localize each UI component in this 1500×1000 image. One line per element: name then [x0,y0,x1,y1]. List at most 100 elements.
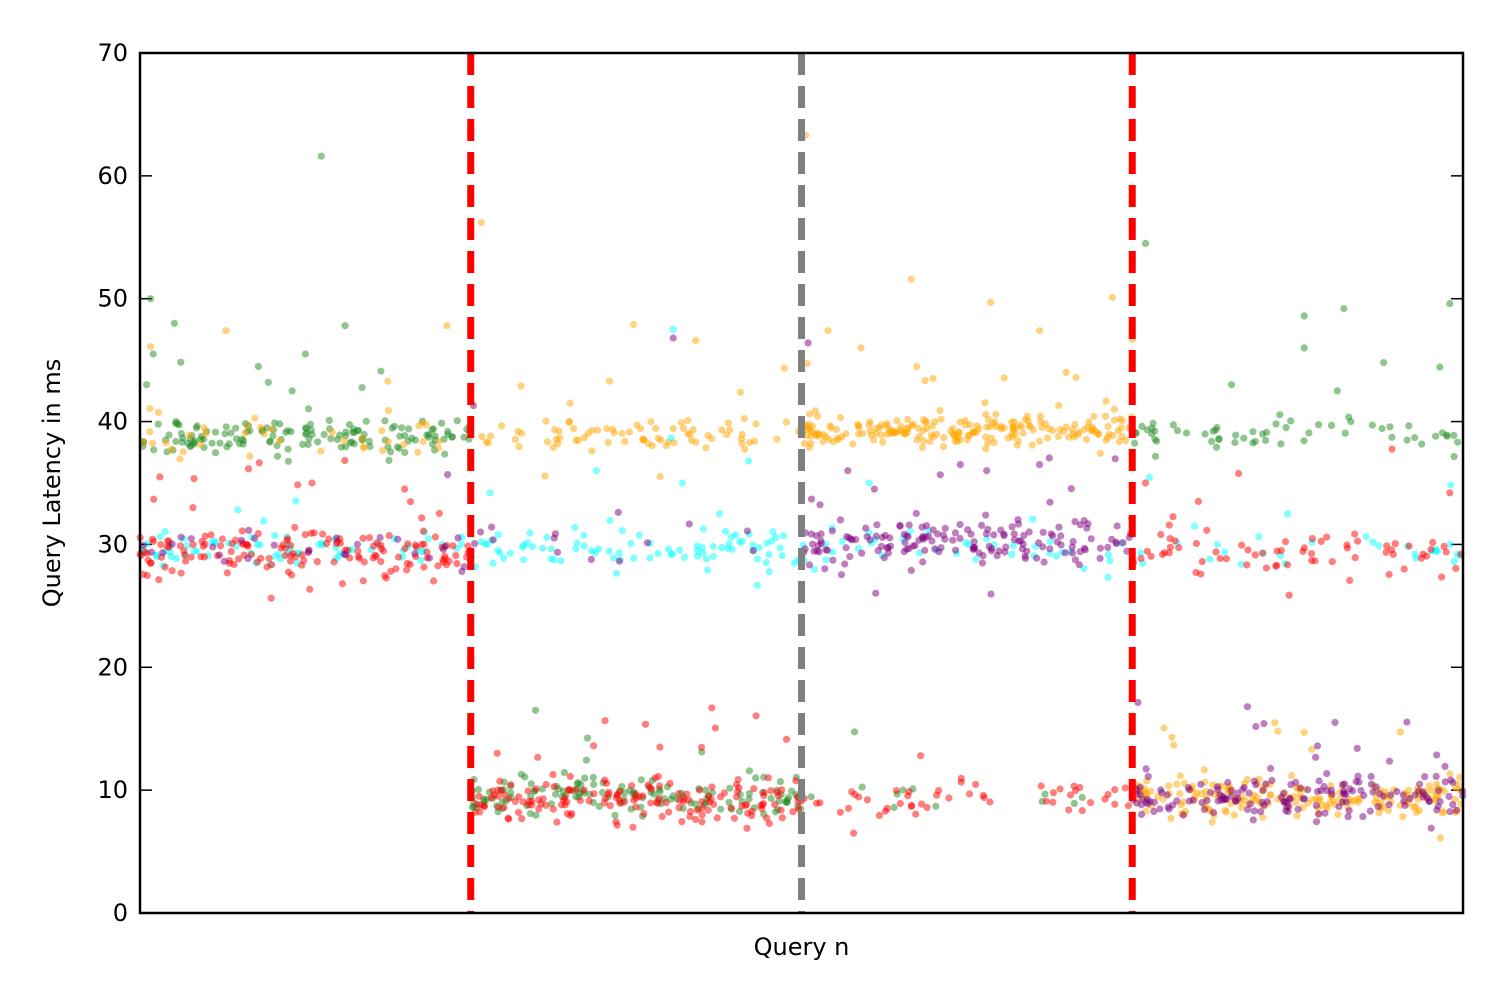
scatter-point [515,442,523,451]
scatter-point [992,410,1000,418]
scatter-point [1454,438,1462,446]
scatter-point [216,439,224,447]
scatter-point [893,417,901,425]
scatter-point [1201,430,1209,438]
vertical-dashed-lines [467,53,1136,913]
scatter-point [1244,546,1252,554]
scatter-point [1385,801,1393,809]
scatter-point [776,778,785,786]
scatter-point [702,555,710,563]
scatter-point [921,418,929,426]
scatter-point [156,533,164,541]
scatter-point [1076,548,1084,556]
scatter-point [880,554,888,562]
scatter-point [1086,799,1095,807]
scatter-point [964,431,972,439]
scatter-point [1305,429,1313,437]
scatter-point [1106,557,1114,565]
scatter-point [1259,549,1267,557]
scatter-point [726,784,734,792]
scatter-point [893,428,901,436]
scatter-point [773,788,781,796]
scatter-point [858,549,866,557]
scatter-point [581,774,589,782]
scatter-point [1121,784,1129,792]
scatter-point [524,787,532,795]
scatter-point [1170,741,1178,749]
scatter-point [679,798,688,806]
scatter-point [500,554,508,562]
scatter-point [1400,797,1408,805]
scatter-point [307,529,315,537]
scatter-point [1045,454,1053,462]
scatter-point [769,528,777,536]
scatter-point [1071,420,1079,429]
scatter-point [1355,778,1363,786]
scatter-point [1166,535,1174,543]
scatter-point [709,552,718,561]
scatter-point [1019,429,1027,437]
scatter-point [1134,698,1142,707]
scatter-point [1308,796,1316,804]
scatter-point [1102,397,1110,405]
scatter-point [1252,781,1260,789]
scatter-point [190,547,198,555]
scatter-point [478,433,486,441]
scatter-point [1333,387,1341,395]
scatter-point [325,416,333,424]
scatter-point [327,435,335,443]
scatter-point [1065,806,1073,814]
scatter-point [837,571,846,579]
scatter-point [431,432,439,440]
scatter-point [475,792,483,800]
scatter-point [1345,413,1353,421]
scatter-point [301,350,309,358]
scatter-point [1331,718,1339,727]
scatter-point [1387,546,1396,554]
scatter-point [967,530,975,538]
scatter-point [1013,441,1022,449]
scatter-point [815,548,823,556]
scatter-point [625,428,633,436]
scatter-point [592,467,601,475]
scatter-point [949,536,957,544]
scatter-point [746,438,754,447]
scatter-point [1194,497,1202,505]
scatter-point [662,799,670,807]
scatter-point [333,534,341,542]
scatter-point [458,567,466,576]
scatter-point [630,554,638,562]
scatter-point [762,559,770,567]
scatter-point [899,428,907,436]
scatter-point [782,735,791,743]
scatter-point [325,535,333,543]
scatter-point [434,562,442,570]
scatter-point [1208,437,1216,445]
scatter-point [1359,813,1367,821]
scatter-point [196,441,204,449]
scatter-point [341,456,349,465]
scatter-point [1053,538,1061,546]
scatter-point [1432,772,1440,781]
scatter-point [147,343,155,351]
scatter-point [1433,751,1441,759]
scatter-point [526,529,534,537]
scatter-point [1059,427,1068,435]
scatter-point [1244,805,1252,814]
scatter-point [583,734,592,742]
scatter-point [1008,523,1016,531]
scatter-point [912,810,920,818]
scatter-point [1342,798,1350,806]
scatter-point [736,388,745,396]
scatter-point [1071,556,1079,564]
scatter-point [245,526,253,534]
scatter-point [1387,791,1395,799]
scatter-point [273,452,282,460]
scatter-point [1111,800,1119,808]
scatter-point [580,434,588,442]
scatter-point [435,509,443,518]
scatter-point [496,549,504,557]
scatter-point [172,418,180,426]
scatter-point [444,430,452,438]
scatter-point [496,777,504,785]
